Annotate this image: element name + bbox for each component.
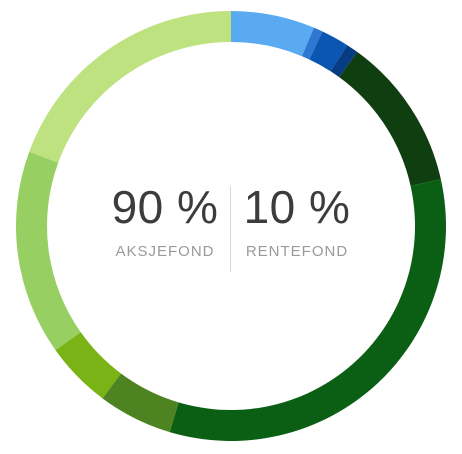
donut-segment-1 xyxy=(231,11,314,57)
donut-segment-8 xyxy=(55,332,121,399)
interest-label: RENTEFOND xyxy=(245,243,349,260)
donut-segment-5 xyxy=(339,52,441,186)
equity-percentage: 90 % xyxy=(111,181,219,233)
interest-summary: 10 % RENTEFOND xyxy=(237,184,357,260)
interest-percentage: 10 % xyxy=(243,181,351,233)
donut-segment-3 xyxy=(309,31,348,72)
donut-segment-9 xyxy=(15,151,81,351)
donut-segment-4 xyxy=(330,45,358,78)
donut-segment-2 xyxy=(301,27,323,60)
center-divider xyxy=(230,186,231,272)
donut-segment-6 xyxy=(169,179,446,441)
equity-summary: 90 % AKSJEFOND xyxy=(105,184,225,260)
donut-segment-7 xyxy=(102,373,179,433)
equity-label: AKSJEFOND xyxy=(115,243,215,260)
donut-segment-10 xyxy=(29,11,232,163)
donut-segments xyxy=(15,11,446,441)
